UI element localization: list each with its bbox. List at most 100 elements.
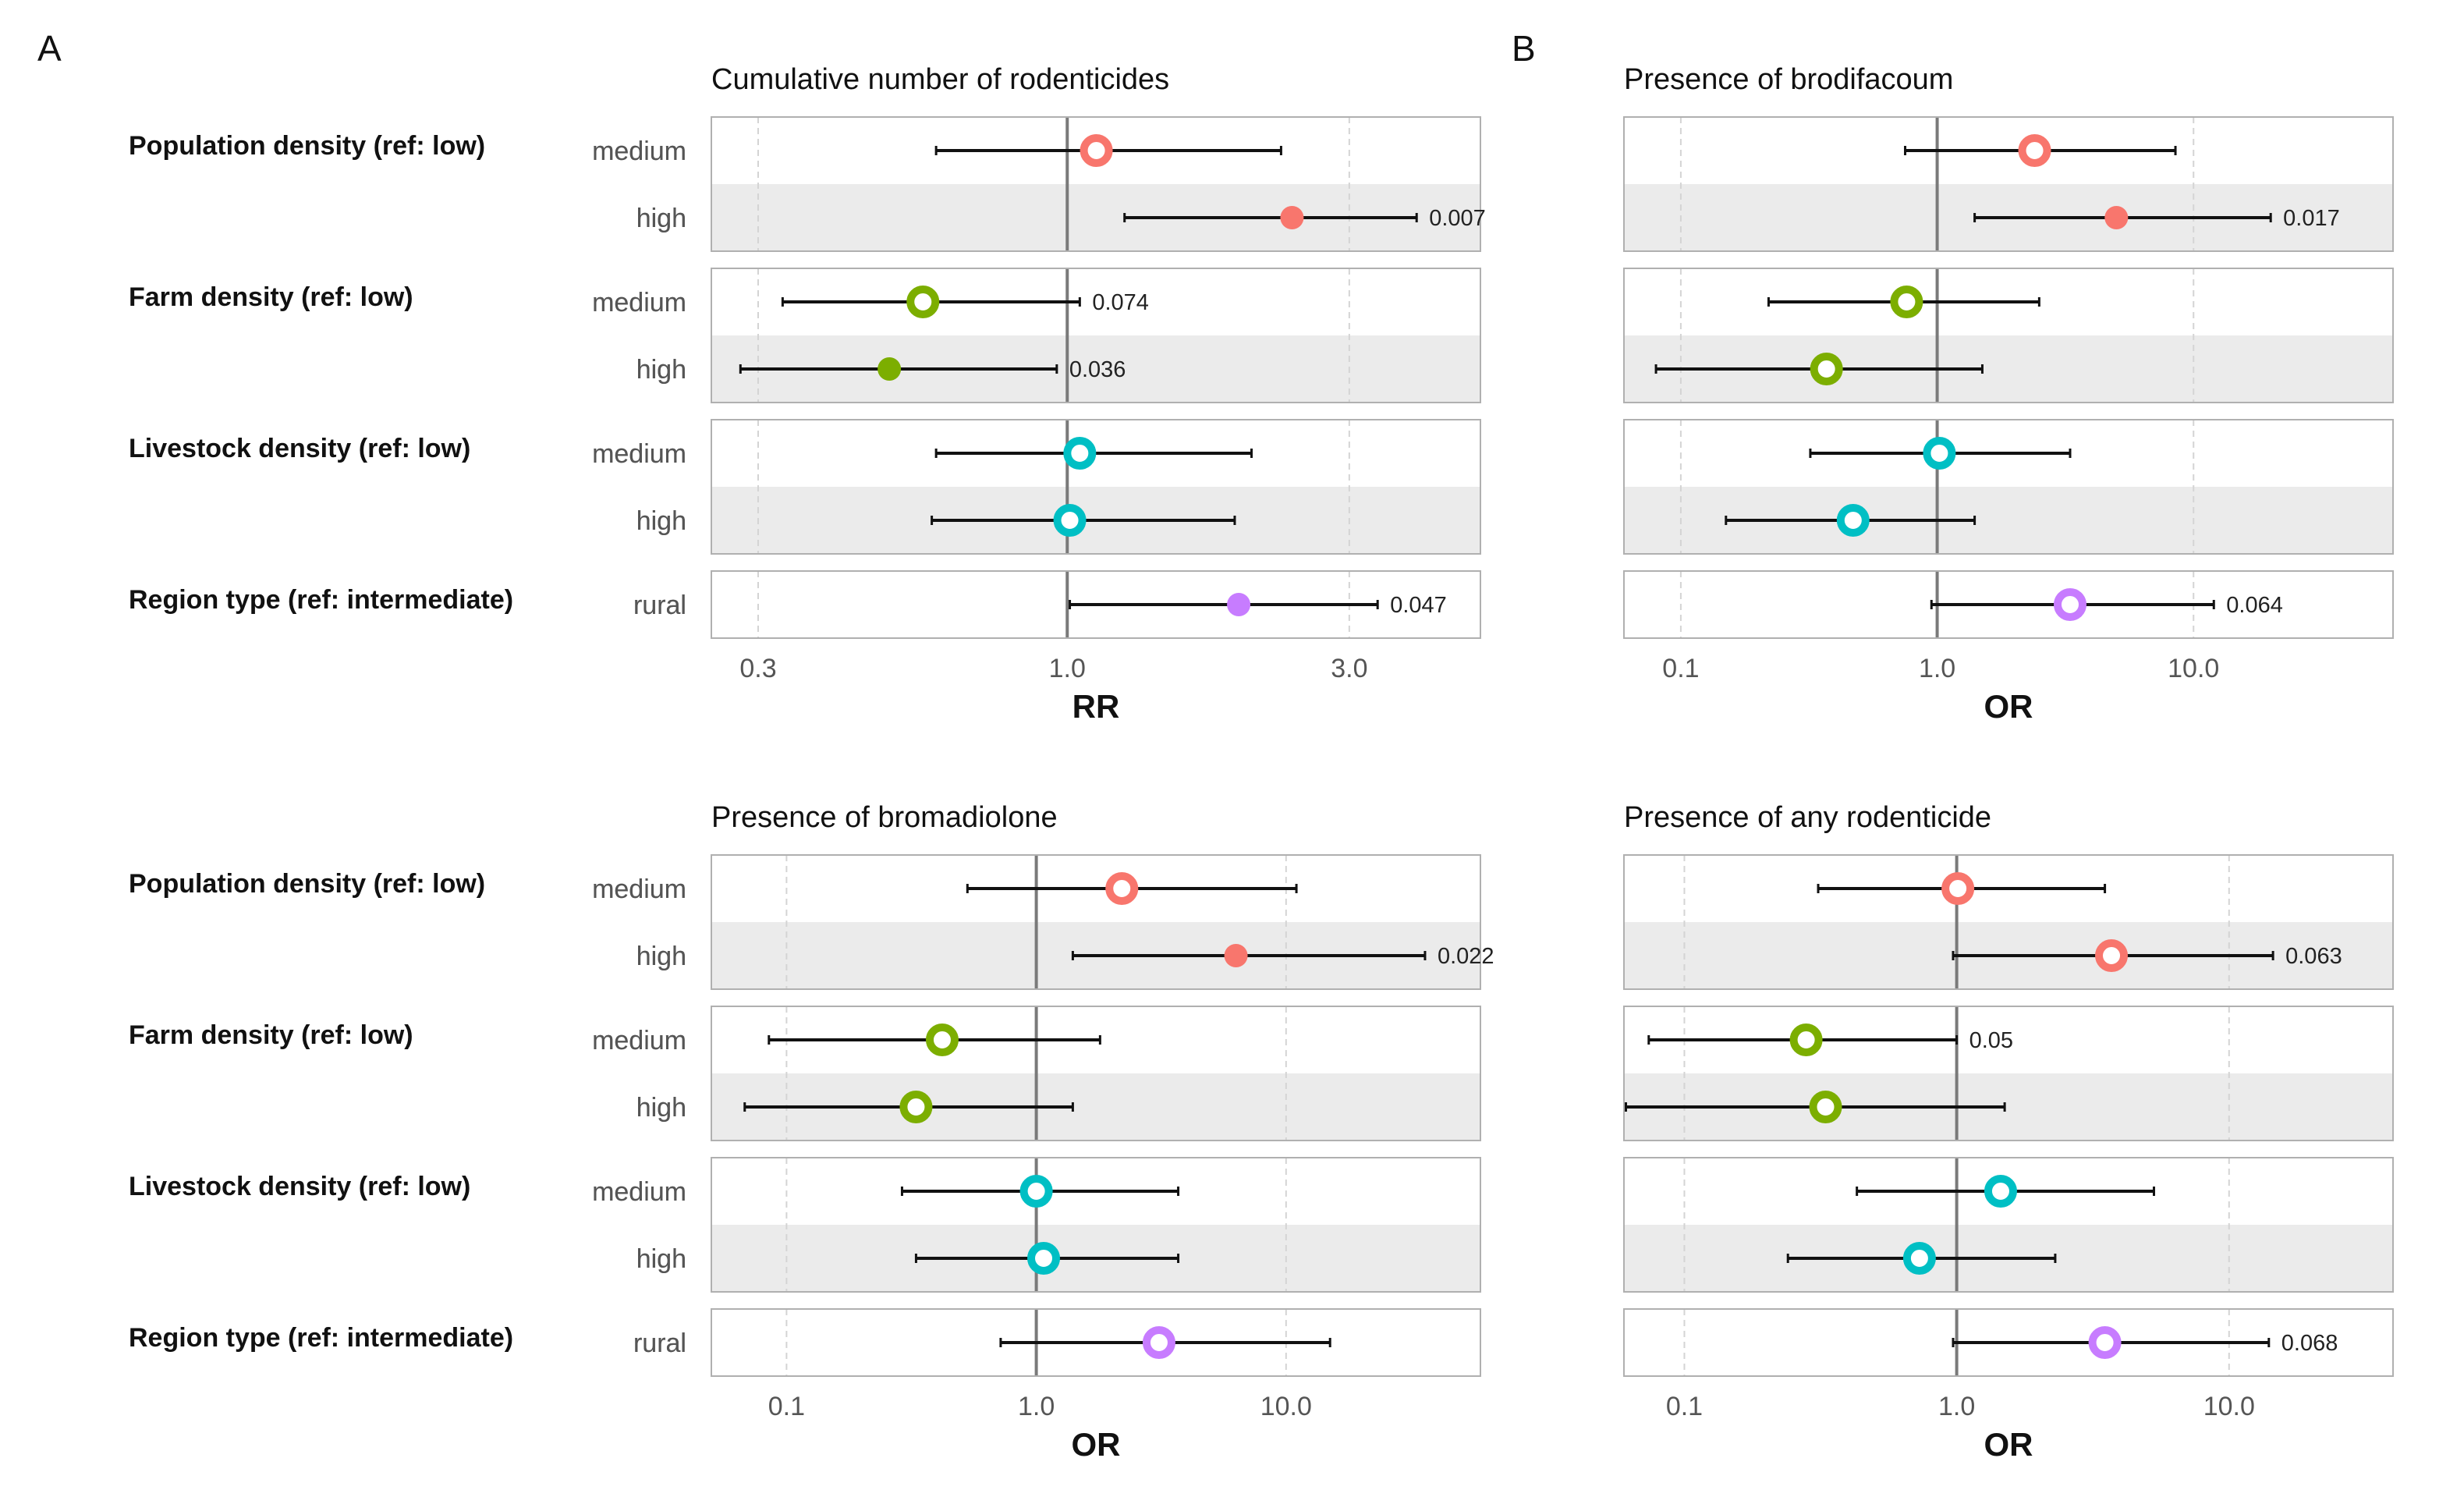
group-box <box>1623 1157 2394 1293</box>
group-box <box>711 268 1481 403</box>
p-value-label: 0.05 <box>1969 1028 2013 1053</box>
p-value-label: 0.036 <box>1069 357 1126 382</box>
estimate-point <box>1890 286 1923 318</box>
estimate-point <box>899 1091 933 1123</box>
row-label: medium <box>592 874 686 904</box>
panel-letter: B <box>1512 28 1536 69</box>
row-label: high <box>636 1244 686 1274</box>
group-box <box>1623 1308 2394 1377</box>
estimate-point <box>1809 1091 1842 1123</box>
estimate-point <box>2095 939 2129 972</box>
group-box <box>1623 116 2394 252</box>
row-label: medium <box>592 1177 686 1207</box>
group-label: Region type (ref: intermediate) <box>129 1323 513 1353</box>
group-box <box>1623 268 2394 403</box>
estimate-point <box>1063 437 1097 470</box>
group-3: rural 0.064 <box>633 570 2394 639</box>
row-label: medium <box>592 1026 686 1055</box>
panel-letter: A <box>37 28 62 69</box>
row-label: medium <box>592 137 686 166</box>
row-label: medium <box>592 1177 686 1207</box>
estimate-point <box>1224 944 1248 967</box>
group-0: medium high 0.063 <box>592 854 2394 990</box>
row-label: high <box>636 1093 686 1123</box>
x-axis: 0.1 1.0 10.0 OR <box>1666 1392 2255 1463</box>
group-1: Farm density (ref: low) medium high <box>129 1006 1481 1141</box>
row-label: medium <box>592 874 686 904</box>
estimate-point <box>1836 504 1870 537</box>
row-label: high <box>636 355 686 385</box>
p-value-label: 0.017 <box>2283 206 2340 231</box>
group-0: medium high 0.017 <box>592 116 2394 252</box>
group-box <box>711 854 1481 990</box>
x-tick-label: 1.0 <box>1938 1392 1975 1421</box>
row-label: high <box>636 1244 686 1274</box>
p-value-label: 0.047 <box>1390 593 1447 618</box>
p-value-label: 0.064 <box>2226 593 2283 618</box>
row-label: rural <box>633 1329 686 1358</box>
row-label: high <box>636 942 686 971</box>
estimate-point <box>1019 1175 1053 1208</box>
estimate-point <box>906 286 940 318</box>
group-box <box>1623 419 2394 555</box>
row-label: high <box>636 204 686 233</box>
estimate-point <box>1789 1023 1823 1056</box>
x-tick-label: 1.0 <box>1018 1392 1055 1421</box>
x-tick-label: 3.0 <box>1331 654 1367 683</box>
panel-title: Presence of brodifacoum <box>1624 63 1953 96</box>
row-label: rural <box>633 1329 686 1358</box>
panel-title: Presence of bromadiolone <box>711 801 1058 834</box>
group-1: Farm density (ref: low) medium 0.074 high 0.… <box>129 268 1481 403</box>
panel-title: Cumulative number of rodenticides <box>711 63 1169 96</box>
group-box <box>711 419 1481 555</box>
group-box <box>1623 854 2394 990</box>
estimate-point <box>1280 206 1304 229</box>
x-axis: 0.1 1.0 10.0 OR <box>768 1392 1312 1463</box>
group-box <box>1623 1006 2394 1141</box>
group-label: Population density (ref: low) <box>129 869 485 899</box>
group-label: Livestock density (ref: low) <box>129 434 470 463</box>
group-2: Livestock density (ref: low) medium high <box>129 1157 1481 1293</box>
row-label: high <box>636 204 686 233</box>
row-label: medium <box>592 288 686 318</box>
p-value-label: 0.007 <box>1429 206 1486 231</box>
estimate-point <box>2053 588 2086 621</box>
estimate-point <box>1902 1242 1936 1275</box>
x-axis-title: OR <box>1984 1426 2033 1463</box>
estimate-point <box>1984 1175 2017 1208</box>
x-tick-label: 0.1 <box>768 1392 805 1421</box>
group-box <box>711 116 1481 252</box>
x-tick-label: 0.1 <box>1662 654 1699 683</box>
estimate-point <box>2088 1326 2122 1359</box>
estimate-point <box>1810 353 1843 385</box>
panel-title: Presence of any rodenticide <box>1624 801 1991 834</box>
x-tick-label: 0.3 <box>739 654 776 683</box>
row-label: high <box>636 506 686 536</box>
p-value-label: 0.068 <box>2281 1331 2338 1356</box>
x-tick-label: 1.0 <box>1049 654 1086 683</box>
group-1: medium 0.05 high <box>592 1006 2394 1141</box>
estimate-point <box>1227 593 1251 616</box>
x-axis-title: RR <box>1072 688 1120 725</box>
row-label: medium <box>592 439 686 469</box>
x-tick-label: 0.1 <box>1666 1392 1703 1421</box>
group-box <box>711 570 1481 639</box>
estimate-point <box>1142 1326 1175 1359</box>
group-label: Livestock density (ref: low) <box>129 1172 470 1201</box>
group-label: Farm density (ref: low) <box>129 282 413 312</box>
estimate-point <box>1027 1242 1061 1275</box>
group-1: medium high <box>592 268 2394 403</box>
estimate-point <box>1080 134 1113 167</box>
row-label: medium <box>592 439 686 469</box>
group-box <box>1623 570 2394 639</box>
group-box <box>711 1006 1481 1141</box>
x-axis: 0.1 1.0 10.0 OR <box>1662 654 2219 725</box>
panel-a: A Cumulative number of rodenticides Popula… <box>37 28 1486 725</box>
x-tick-label: 10.0 <box>2168 654 2219 683</box>
x-tick-label: 1.0 <box>1919 654 1955 683</box>
estimate-point <box>2018 134 2051 167</box>
group-0: Population density (ref: low) medium high 0… <box>129 116 1486 252</box>
row-label: rural <box>633 591 686 620</box>
